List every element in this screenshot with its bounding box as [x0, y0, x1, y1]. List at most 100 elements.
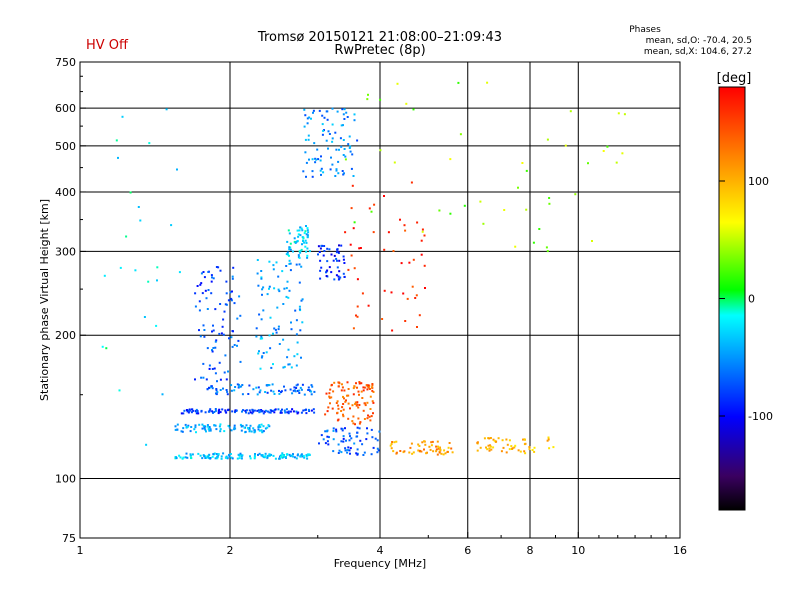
data-point	[214, 457, 217, 460]
data-point	[257, 386, 260, 389]
data-point	[258, 391, 261, 394]
data-point	[296, 240, 299, 243]
data-point	[248, 429, 251, 431]
data-point	[447, 446, 450, 449]
data-point	[519, 450, 522, 453]
data-point	[295, 387, 298, 389]
data-point	[208, 427, 211, 430]
data-point	[358, 427, 361, 430]
data-point	[264, 409, 267, 412]
data-point	[383, 289, 386, 292]
data-point	[266, 426, 269, 429]
data-point	[280, 411, 283, 414]
data-point	[287, 410, 290, 413]
data-point	[335, 428, 338, 431]
data-point	[288, 248, 291, 251]
data-point	[262, 352, 265, 354]
data-point	[273, 411, 276, 414]
data-point	[272, 332, 274, 335]
data-point	[420, 239, 423, 242]
data-point	[253, 456, 256, 459]
data-point	[300, 356, 302, 359]
data-point	[212, 411, 214, 414]
data-point	[354, 401, 357, 404]
data-point	[255, 327, 258, 330]
data-point	[257, 352, 260, 355]
data-point	[412, 108, 415, 111]
data-point	[492, 438, 495, 441]
data-point	[286, 356, 289, 359]
data-point	[213, 411, 216, 413]
data-point	[440, 452, 443, 455]
data-point	[283, 287, 286, 290]
data-point	[328, 248, 331, 251]
data-point	[331, 163, 334, 166]
data-point	[311, 170, 314, 173]
data-point	[344, 155, 347, 158]
data-point	[222, 387, 224, 390]
data-point	[299, 455, 302, 458]
data-point	[420, 450, 423, 453]
data-point	[438, 446, 441, 449]
data-point	[591, 240, 593, 242]
data-point	[362, 386, 365, 389]
data-point	[180, 430, 183, 433]
data-point	[295, 457, 298, 460]
data-point	[492, 446, 495, 449]
data-point	[263, 456, 266, 459]
data-point	[366, 417, 369, 420]
data-point	[356, 453, 359, 456]
data-point	[306, 247, 309, 250]
data-point	[211, 350, 214, 353]
data-point	[305, 175, 307, 178]
data-point	[438, 451, 441, 454]
data-point	[175, 457, 178, 460]
data-point	[284, 411, 287, 414]
data-point	[233, 344, 236, 346]
data-point	[230, 299, 233, 302]
data-point	[265, 351, 268, 354]
data-point	[206, 424, 209, 427]
data-point	[430, 444, 433, 447]
data-point	[292, 453, 294, 456]
data-point	[341, 170, 344, 172]
data-point	[352, 175, 355, 177]
data-point	[615, 161, 618, 164]
data-point	[202, 324, 205, 327]
data-point	[218, 361, 221, 364]
data-point	[307, 134, 310, 137]
grid-lines	[80, 62, 680, 538]
data-point	[517, 449, 520, 452]
data-point	[306, 256, 309, 259]
data-point	[190, 426, 193, 428]
data-point	[392, 450, 395, 453]
data-point	[344, 231, 347, 234]
data-point	[505, 451, 508, 454]
data-point	[214, 424, 217, 427]
data-point	[278, 392, 281, 395]
data-point	[288, 262, 291, 265]
x-tick-label: 8	[527, 544, 534, 557]
data-point	[231, 277, 234, 280]
data-point	[353, 442, 356, 445]
data-point	[306, 235, 309, 238]
data-point	[196, 285, 199, 287]
data-point	[340, 145, 343, 148]
data-point	[230, 297, 233, 300]
data-point	[546, 138, 549, 141]
data-point	[230, 384, 233, 387]
data-point	[328, 395, 331, 398]
data-point	[233, 389, 236, 392]
data-point	[298, 281, 301, 284]
data-point	[324, 430, 327, 433]
data-point	[203, 426, 206, 429]
data-point	[383, 195, 385, 197]
data-point	[381, 318, 384, 320]
data-point	[372, 391, 375, 393]
data-point	[251, 408, 254, 411]
data-point	[317, 158, 320, 161]
data-point	[482, 222, 485, 225]
data-point	[239, 452, 242, 455]
data-point	[342, 258, 345, 261]
